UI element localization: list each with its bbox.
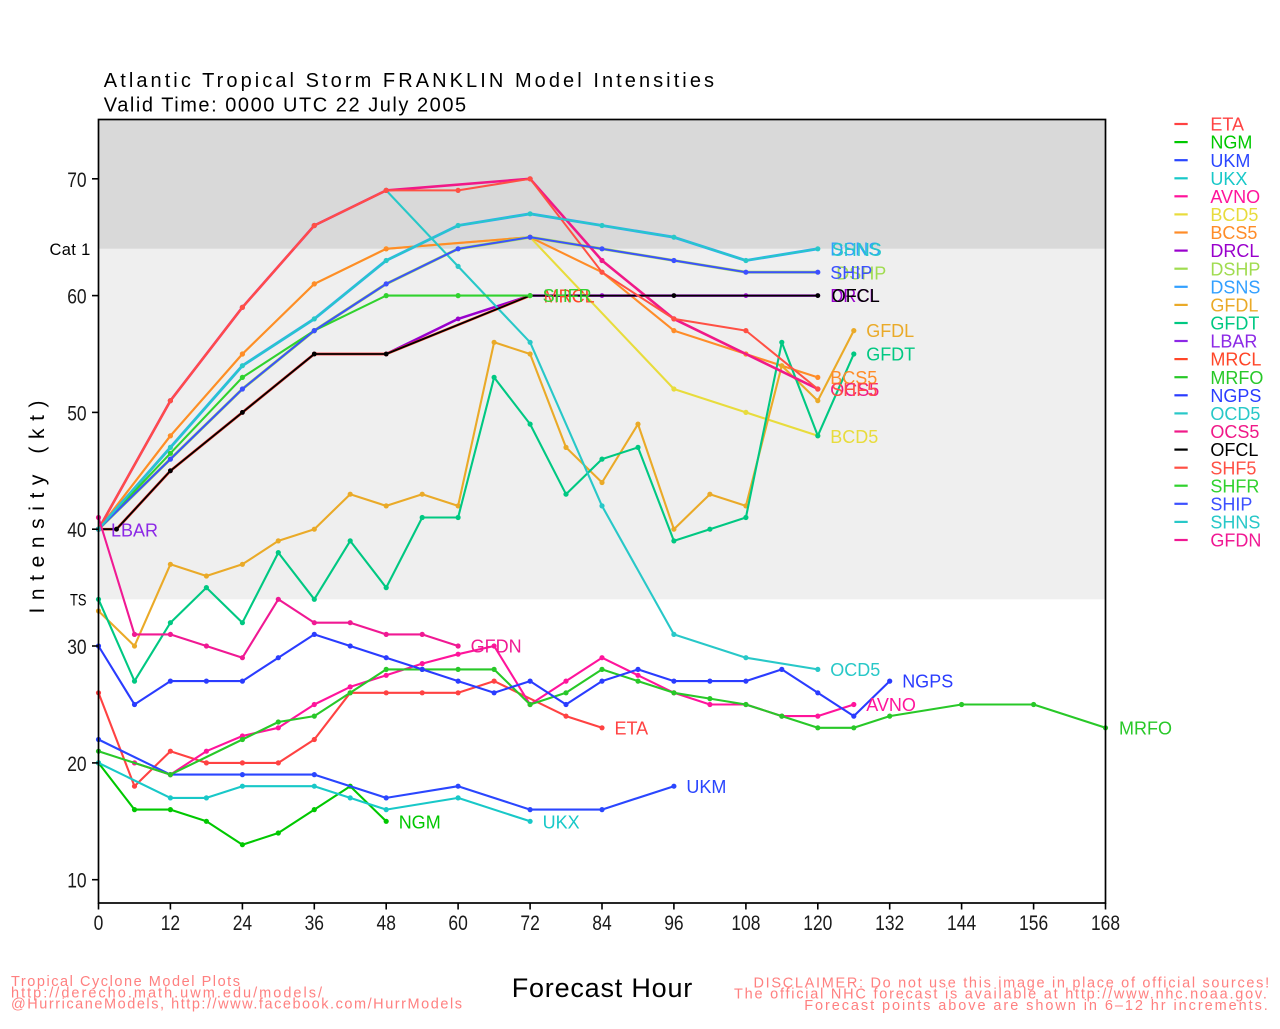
svg-text:GFDT: GFDT: [1210, 314, 1259, 334]
svg-text:70: 70: [67, 169, 86, 192]
svg-text:DISCLAIMER: Do not use this im: DISCLAIMER: Do not use this image in pla…: [753, 975, 1269, 991]
svg-text:SHF5: SHF5: [1210, 458, 1256, 478]
svg-text:DSHP: DSHP: [1210, 259, 1260, 279]
svg-text:GFDN: GFDN: [1210, 531, 1261, 551]
svg-text:GFDT: GFDT: [866, 345, 915, 365]
svg-text:LBAR: LBAR: [1210, 332, 1257, 352]
svg-text:BCS5: BCS5: [830, 368, 877, 388]
svg-text:OCD5: OCD5: [1210, 404, 1260, 424]
svg-text:SHNS: SHNS: [832, 240, 882, 260]
svg-text:108: 108: [731, 912, 760, 935]
svg-text:BCS5: BCS5: [1210, 223, 1257, 243]
svg-text:36: 36: [305, 912, 324, 935]
svg-text:ETA: ETA: [615, 718, 649, 738]
svg-text:Forecast points above are show: Forecast points above are shown in 6–12 …: [804, 998, 1268, 1014]
svg-text:Valid Time: 0000 UTC 22 July 2: Valid Time: 0000 UTC 22 July 2005: [104, 94, 466, 116]
svg-text:OFCL: OFCL: [1210, 440, 1258, 460]
svg-text:Cat 1: Cat 1: [50, 241, 91, 259]
svg-text:NGM: NGM: [1210, 133, 1252, 153]
svg-text:SHIP: SHIP: [830, 263, 872, 283]
svg-text:SHFR: SHFR: [543, 286, 592, 306]
svg-text:10: 10: [67, 870, 86, 893]
svg-text:SHF5: SHF5: [831, 380, 877, 400]
svg-text:GFDN: GFDN: [471, 637, 522, 657]
svg-text:GFDL: GFDL: [866, 321, 914, 341]
svg-text:Forecast Hour: Forecast Hour: [512, 973, 693, 1003]
svg-text:144: 144: [947, 912, 976, 935]
svg-text:60: 60: [67, 286, 86, 309]
svg-text:@HurricaneModels, http://www.f: @HurricaneModels, http://www.facebook.co…: [11, 997, 462, 1013]
svg-text:72: 72: [520, 912, 539, 935]
svg-text:AVNO: AVNO: [866, 695, 916, 715]
svg-text:BCD5: BCD5: [1210, 205, 1258, 225]
svg-text:NGPS: NGPS: [902, 672, 953, 692]
svg-text:SHIP: SHIP: [1210, 494, 1252, 514]
svg-text:UKM: UKM: [686, 777, 726, 797]
svg-text:20: 20: [67, 753, 86, 776]
svg-text:TS: TS: [70, 591, 87, 609]
svg-text:24: 24: [233, 912, 253, 935]
svg-text:The official NHC forecast is a: The official NHC forecast is available a…: [734, 987, 1267, 1003]
svg-text:DRCL: DRCL: [830, 286, 879, 306]
svg-text:30: 30: [67, 636, 86, 659]
svg-text:120: 120: [803, 912, 832, 935]
svg-text:AVNO: AVNO: [1210, 187, 1260, 207]
svg-text:http://derecho.math.uwm.edu/mo: http://derecho.math.uwm.edu/models/: [11, 986, 323, 1002]
svg-text:0: 0: [94, 912, 104, 935]
svg-text:NGPS: NGPS: [1210, 386, 1261, 406]
svg-text:12: 12: [161, 912, 180, 935]
svg-text:UKX: UKX: [1210, 169, 1247, 189]
svg-text:96: 96: [664, 912, 683, 935]
svg-text:GFDL: GFDL: [1210, 296, 1258, 316]
svg-text:132: 132: [875, 912, 904, 935]
svg-text:40: 40: [67, 519, 86, 542]
svg-text:MRCL: MRCL: [1210, 350, 1261, 370]
svg-text:60: 60: [448, 912, 467, 935]
svg-text:SHNS: SHNS: [1210, 513, 1260, 533]
svg-text:UKM: UKM: [1210, 151, 1250, 171]
svg-text:OCS5: OCS5: [830, 380, 879, 400]
svg-text:DSNS: DSNS: [1210, 277, 1260, 297]
svg-text:DSHP: DSHP: [836, 263, 886, 283]
svg-text:UKX: UKX: [543, 812, 580, 832]
svg-text:50: 50: [67, 402, 86, 425]
svg-text:LBAR: LBAR: [111, 520, 158, 540]
svg-text:Intensity (kt): Intensity (kt): [26, 400, 49, 613]
svg-text:MRFO: MRFO: [1119, 718, 1172, 738]
svg-text:168: 168: [1091, 912, 1120, 935]
svg-text:DSNS: DSNS: [830, 239, 880, 259]
svg-text:ETA: ETA: [1210, 115, 1244, 135]
svg-text:156: 156: [1019, 912, 1048, 935]
svg-text:DRCL: DRCL: [1210, 241, 1259, 261]
svg-text:NGM: NGM: [399, 812, 441, 832]
svg-text:MRCL: MRCL: [544, 287, 595, 307]
svg-text:SHFR: SHFR: [1210, 476, 1259, 496]
svg-text:48: 48: [377, 912, 396, 935]
svg-text:OFCL: OFCL: [832, 286, 880, 306]
svg-text:OCS5: OCS5: [1210, 422, 1259, 442]
svg-text:84: 84: [592, 912, 612, 935]
svg-text:OCD5: OCD5: [830, 660, 880, 680]
svg-text:BCD5: BCD5: [830, 427, 878, 447]
svg-text:MRFO: MRFO: [1210, 368, 1263, 388]
